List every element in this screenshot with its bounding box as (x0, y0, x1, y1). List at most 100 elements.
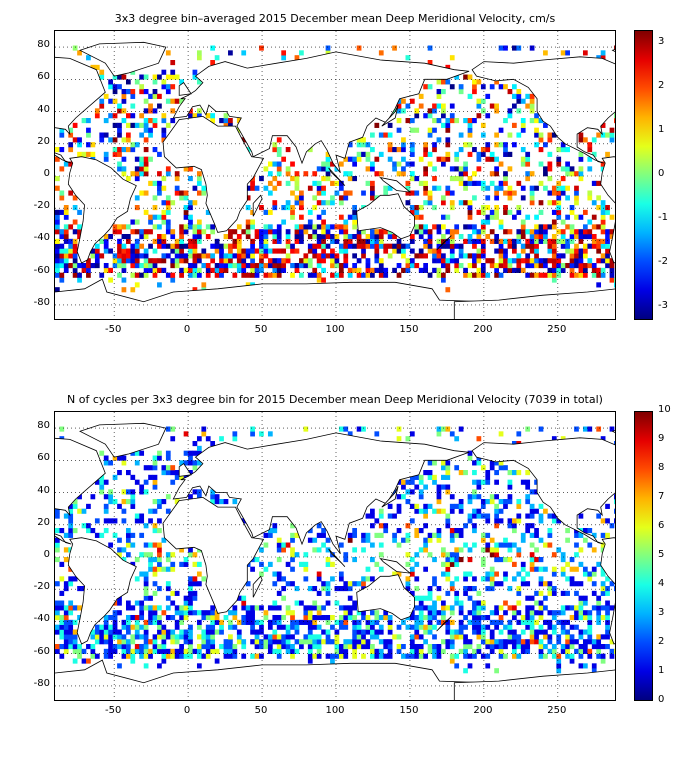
heatmap-cell (210, 494, 216, 500)
heatmap-cell (498, 648, 504, 654)
heatmap-cell (454, 465, 460, 471)
heatmap-cell (449, 103, 455, 109)
heatmap-cell (157, 566, 162, 572)
heatmap-cell (196, 489, 202, 495)
heatmap-cell (370, 272, 375, 278)
heatmap-cell (303, 171, 309, 177)
heatmap-cell (316, 532, 322, 538)
heatmap-cell (596, 195, 602, 201)
heatmap-cell (361, 238, 366, 244)
heatmap-cell (312, 171, 318, 177)
heatmap-cell (498, 619, 504, 625)
heatmap-cell (201, 263, 207, 269)
heatmap-cell (467, 450, 473, 456)
heatmap-cell (263, 248, 269, 254)
heatmap-cell (432, 615, 437, 621)
heatmap-cell (117, 122, 122, 128)
heatmap-cell (534, 127, 539, 133)
heatmap-cell (418, 253, 424, 259)
heatmap-cell (507, 542, 513, 548)
heatmap-cell (538, 610, 544, 616)
heatmap-cell (392, 45, 397, 51)
heatmap-cell (472, 180, 477, 186)
heatmap-cell (551, 571, 557, 577)
heatmap-cell (520, 248, 526, 254)
heatmap-cell (578, 234, 584, 240)
heatmap-cell (560, 147, 566, 153)
heatmap-cell (63, 224, 69, 230)
heatmap-cell (534, 600, 539, 606)
heatmap-cell (68, 253, 74, 259)
heatmap-cell (236, 248, 242, 254)
heatmap-cell (294, 224, 300, 230)
heatmap-cell (55, 185, 60, 191)
heatmap-cell (454, 590, 460, 596)
heatmap-cell (472, 470, 477, 476)
heatmap-cell (152, 523, 158, 529)
heatmap-cell (112, 634, 118, 640)
heatmap-cell (445, 142, 451, 148)
heatmap-cell (414, 605, 420, 611)
heatmap-cell (161, 127, 167, 133)
heatmap-cell (436, 272, 442, 278)
heatmap-cell (99, 238, 105, 244)
heatmap-cell (520, 576, 526, 582)
heatmap-cell (214, 658, 220, 664)
heatmap-cell (219, 619, 224, 625)
heatmap-cell (516, 653, 522, 659)
heatmap-cell (272, 523, 278, 529)
heatmap-cell (529, 93, 535, 99)
heatmap-cell (236, 595, 242, 601)
heatmap-cell (609, 426, 615, 432)
heatmap-cell (72, 253, 78, 259)
heatmap-cell (600, 644, 606, 650)
heatmap-cell (600, 200, 606, 206)
heatmap-cell (99, 132, 105, 138)
heatmap-cell (547, 166, 553, 172)
heatmap-cell (325, 234, 331, 240)
heatmap-cell (596, 600, 602, 606)
heatmap-cell (556, 518, 562, 524)
heatmap-cell (165, 634, 171, 640)
heatmap-cell (121, 234, 127, 240)
heatmap-cell (378, 532, 384, 538)
heatmap-cell (409, 566, 415, 572)
heatmap-cell (463, 624, 468, 630)
heatmap-cell (534, 619, 539, 625)
heatmap-cell (614, 518, 615, 524)
heatmap-cell (196, 644, 202, 650)
heatmap-cell (472, 508, 477, 514)
heatmap-cell (143, 267, 149, 273)
heatmap-cell (480, 479, 486, 485)
heatmap-cell (143, 263, 149, 269)
heatmap-cell (99, 479, 105, 485)
coastline (453, 288, 615, 319)
heatmap-cell (321, 176, 326, 182)
heatmap-cell (374, 561, 380, 567)
heatmap-cell (330, 238, 335, 244)
heatmap-cell (188, 600, 193, 606)
heatmap-cell (103, 460, 109, 466)
heatmap-cell (409, 571, 415, 577)
heatmap-cell (272, 272, 278, 278)
heatmap-cell (427, 60, 433, 66)
heatmap-cell (432, 600, 437, 606)
heatmap-cell (330, 272, 335, 278)
heatmap-cell (134, 557, 140, 563)
heatmap-cell (516, 547, 522, 553)
heatmap-cell (188, 214, 193, 220)
heatmap-cell (130, 615, 136, 621)
heatmap-cell (143, 118, 149, 124)
heatmap-cell (427, 229, 433, 235)
heatmap-cell (307, 263, 313, 269)
heatmap-cell (294, 586, 300, 592)
heatmap-cell (356, 426, 362, 432)
heatmap-cell (59, 615, 65, 621)
heatmap-cell (405, 581, 411, 587)
heatmap-cell (267, 209, 273, 215)
heatmap-cell (370, 624, 375, 630)
heatmap-cell (370, 267, 375, 273)
heatmap-cell (432, 648, 437, 654)
coastline (436, 235, 452, 251)
heatmap-cell (77, 644, 82, 650)
